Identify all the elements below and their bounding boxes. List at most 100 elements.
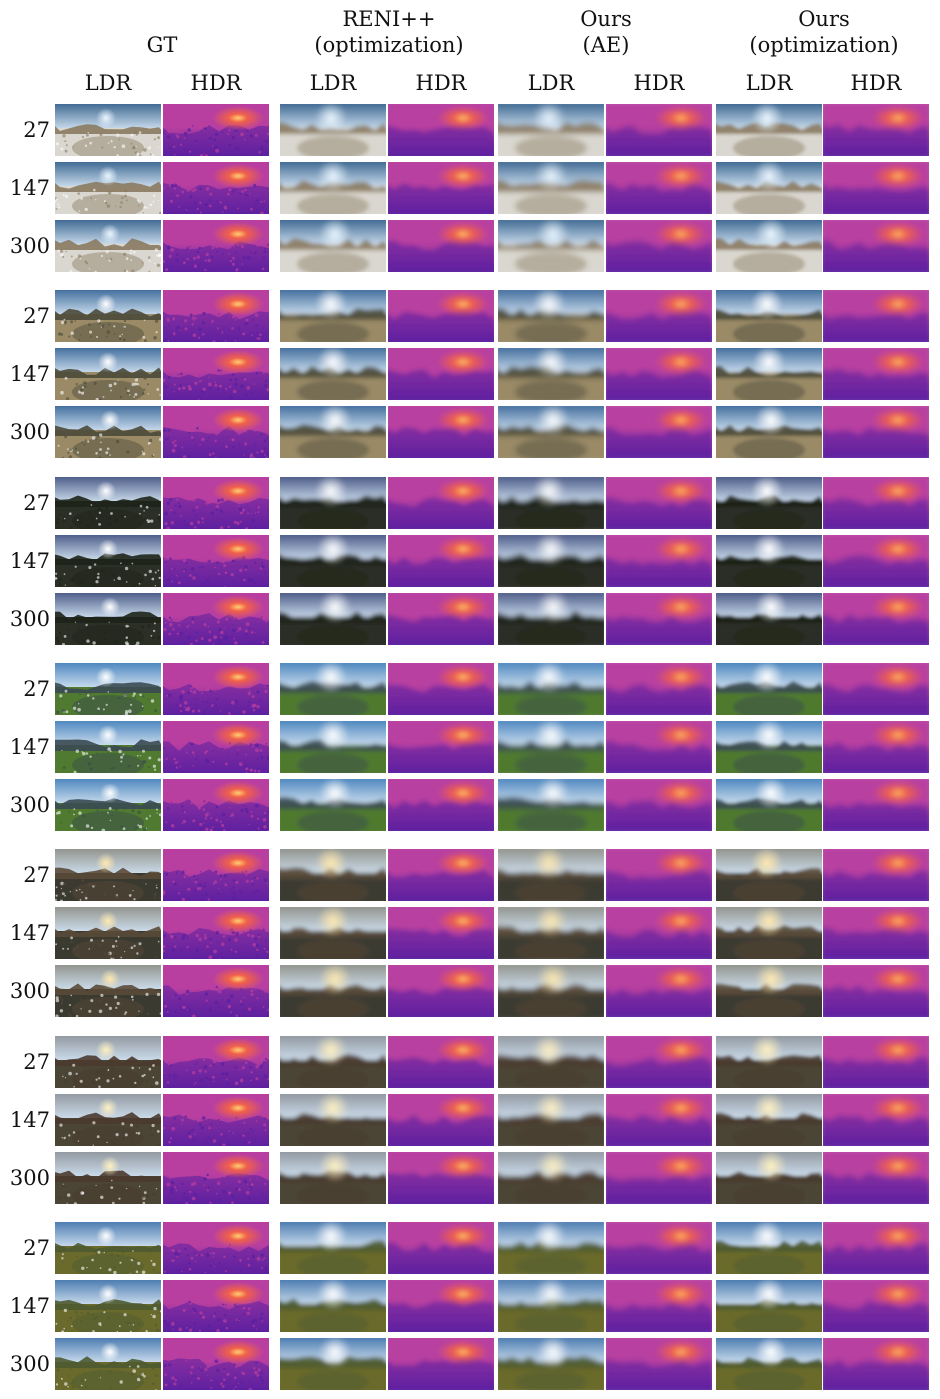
hdr-panorama-gt [163,1152,269,1204]
ldr-panorama-ae [498,477,604,529]
hdr-panorama-gt [163,535,269,587]
ldr-panorama-ae [498,290,604,342]
hdr-panorama-reni [388,965,494,1017]
hdr-panorama-reni [388,1222,494,1274]
ldr-panorama-ae [498,348,604,400]
hdr-panorama-ae [606,1036,712,1088]
hdr-panorama-ae [606,1222,712,1274]
ldr-panorama-opt [716,965,822,1017]
ldr-panorama-ae [498,1152,604,1204]
hdr-panorama-opt [823,348,929,400]
iteration-label: 147 [9,549,50,573]
ldr-panorama-ae [498,1222,604,1274]
iteration-label: 27 [23,1236,50,1260]
ldr-panorama-gt [55,965,161,1017]
ldr-panorama-gt [55,1280,161,1332]
hdr-panorama-ae [606,779,712,831]
ldr-panorama-gt [55,663,161,715]
ldr-panorama-reni [280,849,386,901]
hdr-panorama-gt [163,849,269,901]
ldr-panorama-ae [498,220,604,272]
hdr-panorama-gt [163,477,269,529]
hdr-panorama-reni [388,162,494,214]
hdr-panorama-gt [163,663,269,715]
hdr-panorama-ae [606,721,712,773]
ldr-panorama-ae [498,104,604,156]
ldr-panorama-opt [716,535,822,587]
hdr-panorama-gt [163,1036,269,1088]
hdr-panorama-reni [388,663,494,715]
hdr-panorama-reni [388,477,494,529]
iteration-label: 300 [9,420,50,444]
column-sub-header-hdr: HDR [190,71,242,95]
ldr-panorama-ae [498,406,604,458]
ldr-panorama-reni [280,406,386,458]
hdr-panorama-ae [606,849,712,901]
ldr-panorama-reni [280,162,386,214]
hdr-panorama-opt [823,1094,929,1146]
ldr-panorama-gt [55,1094,161,1146]
ldr-panorama-opt [716,104,822,156]
hdr-panorama-gt [163,220,269,272]
hdr-panorama-gt [163,721,269,773]
iteration-label: 300 [9,607,50,631]
iteration-label: 147 [9,1294,50,1318]
ldr-panorama-opt [716,290,822,342]
hdr-panorama-ae [606,348,712,400]
hdr-panorama-reni [388,290,494,342]
iteration-label: 27 [23,863,50,887]
hdr-panorama-opt [823,907,929,959]
ldr-panorama-opt [716,849,822,901]
hdr-panorama-opt [823,849,929,901]
hdr-panorama-opt [823,406,929,458]
ldr-panorama-opt [716,477,822,529]
hdr-panorama-gt [163,965,269,1017]
ldr-panorama-reni [280,593,386,645]
ldr-panorama-reni [280,1094,386,1146]
ldr-panorama-gt [55,220,161,272]
ldr-panorama-opt [716,1152,822,1204]
hdr-panorama-opt [823,535,929,587]
hdr-panorama-opt [823,663,929,715]
ldr-panorama-gt [55,290,161,342]
ldr-panorama-reni [280,220,386,272]
hdr-panorama-ae [606,104,712,156]
hdr-panorama-gt [163,104,269,156]
hdr-panorama-gt [163,907,269,959]
hdr-panorama-opt [823,477,929,529]
ldr-panorama-gt [55,1152,161,1204]
ldr-panorama-ae [498,1036,604,1088]
hdr-panorama-gt [163,162,269,214]
hdr-panorama-opt [823,1036,929,1088]
hdr-panorama-opt [823,1152,929,1204]
ldr-panorama-ae [498,849,604,901]
hdr-panorama-reni [388,907,494,959]
hdr-panorama-gt [163,779,269,831]
hdr-panorama-reni [388,406,494,458]
ldr-panorama-reni [280,1222,386,1274]
hdr-panorama-opt [823,779,929,831]
ldr-panorama-opt [716,907,822,959]
ldr-panorama-ae [498,162,604,214]
ldr-panorama-gt [55,1222,161,1274]
hdr-panorama-ae [606,1094,712,1146]
ldr-panorama-gt [55,348,161,400]
hdr-panorama-ae [606,663,712,715]
hdr-panorama-reni [388,1036,494,1088]
hdr-panorama-gt [163,348,269,400]
iteration-label: 147 [9,362,50,386]
hdr-panorama-opt [823,593,929,645]
ldr-panorama-opt [716,162,822,214]
iteration-label: 147 [9,921,50,945]
iteration-label: 300 [9,1166,50,1190]
iteration-label: 27 [23,677,50,701]
hdr-panorama-opt [823,965,929,1017]
hdr-panorama-gt [163,1280,269,1332]
hdr-panorama-opt [823,220,929,272]
iteration-label: 27 [23,118,50,142]
ldr-panorama-opt [716,1338,822,1390]
hdr-panorama-opt [823,721,929,773]
column-sub-header-ldr: LDR [527,71,575,95]
ldr-panorama-opt [716,220,822,272]
iteration-label: 147 [9,1108,50,1132]
